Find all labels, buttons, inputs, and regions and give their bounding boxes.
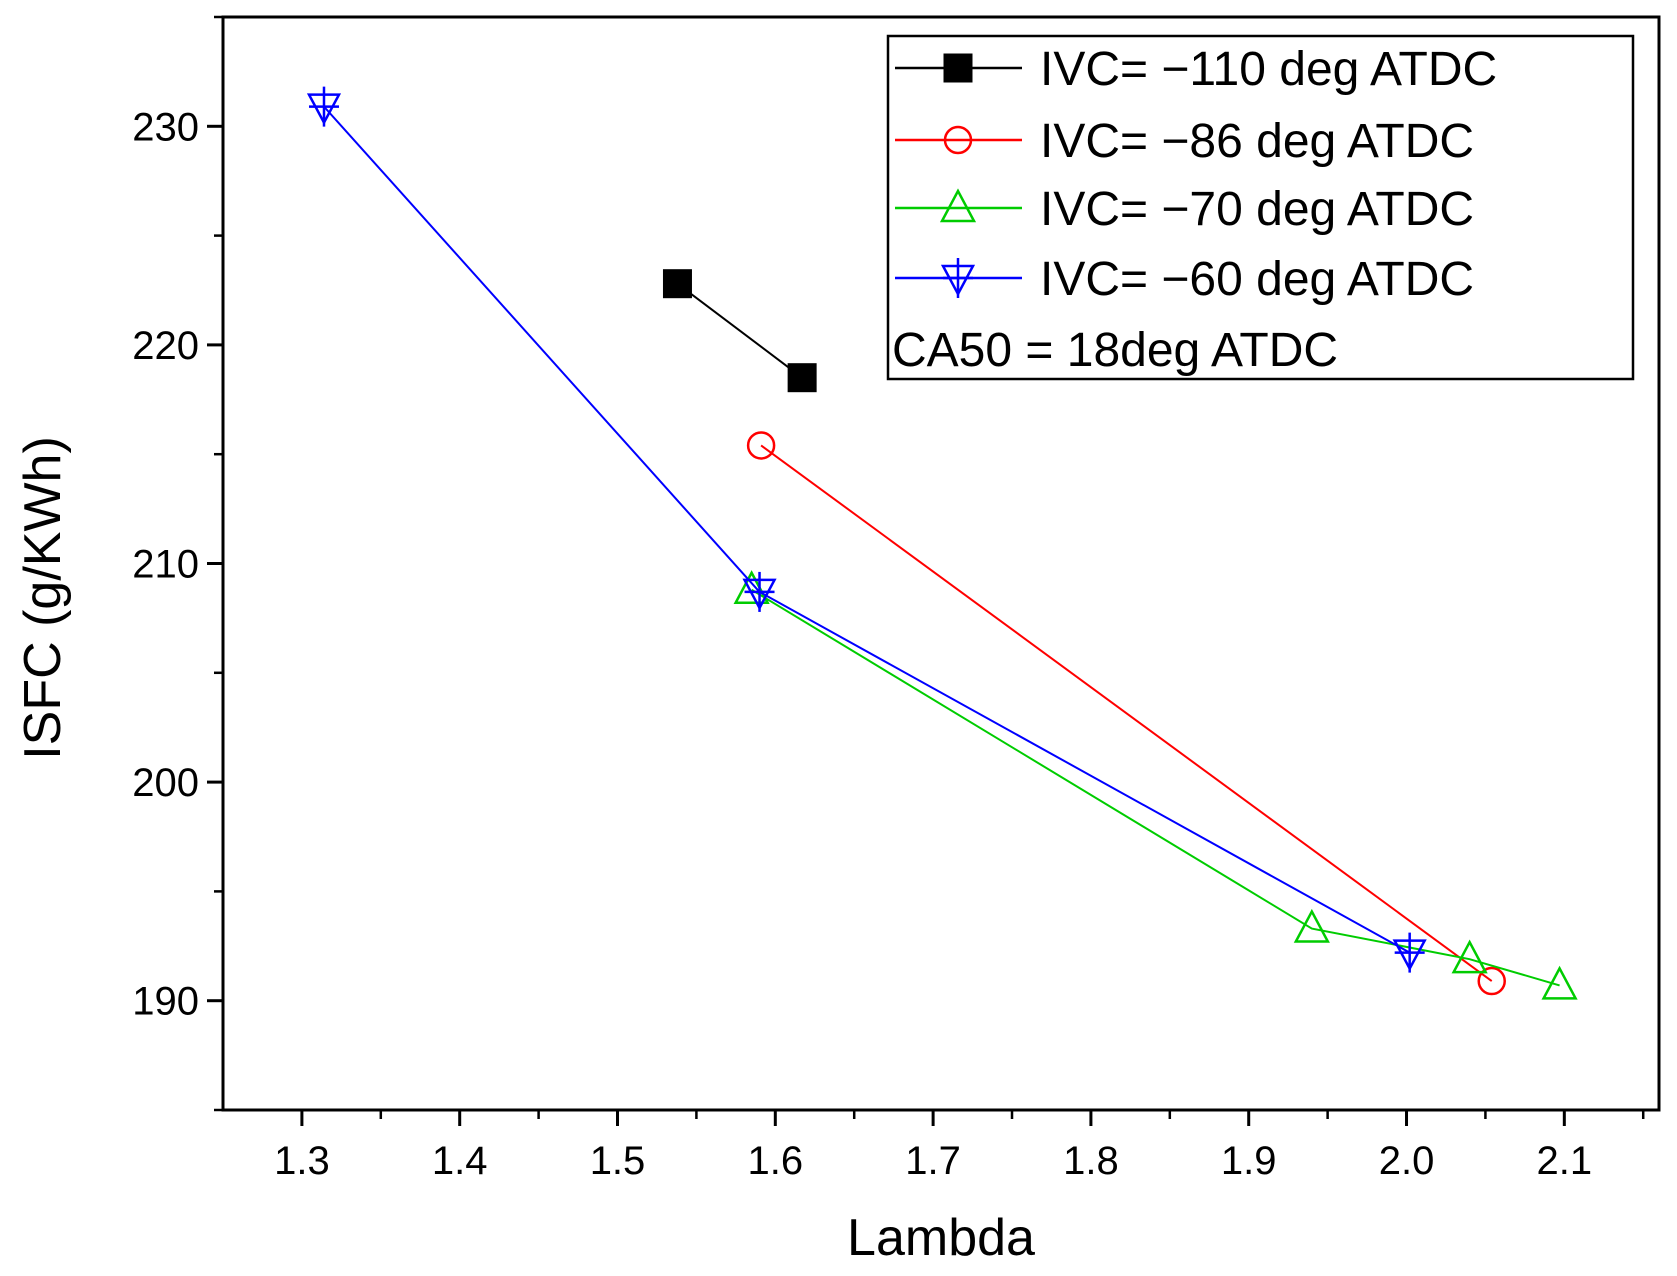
series-3-point [1541,965,1578,1000]
series-3-point [733,570,770,604]
x-axis-title: Lambda [847,1209,1035,1267]
x-tick-label: 2.1 [1537,1139,1593,1183]
legend-marker [943,125,973,155]
legend-label: IVC= −70 deg ATDC [1040,183,1474,236]
y-tick-label: 230 [132,105,199,149]
legend-label: IVC= −110 deg ATDC [1040,43,1497,96]
series-3-point [1293,908,1330,943]
x-tick-label: 1.9 [1221,1139,1277,1183]
legend-entry-3: IVC= −70 deg ATDC [895,183,1474,236]
series-1-point [662,269,692,299]
x-tick-label: 1.5 [590,1139,646,1183]
legend-marker [939,188,977,223]
series-layer [306,86,1578,1000]
series-1-point [787,363,817,393]
series-4-point [1392,932,1427,973]
legend-entry-4: IVC= −60 deg ATDC [895,253,1474,306]
y-axis-ticks: 190 200 210 220 230 [132,15,223,1112]
y-tick-label: 210 [132,543,199,587]
series-1 [662,269,817,393]
x-tick-label: 1.7 [905,1139,961,1183]
legend-entry-2: IVC= −86 deg ATDC [895,115,1474,168]
series-3-point [1451,939,1488,974]
legend-note: CA50 = 18deg ATDC [892,324,1338,377]
series-4-point [742,571,777,612]
legend-label: IVC= −60 deg ATDC [1040,253,1474,306]
series-2-line [760,444,1493,982]
y-tick-label: 220 [132,324,199,368]
x-tick-label: 2.0 [1379,1139,1435,1183]
series-3-line [751,588,1560,987]
legend: CA50 = 18deg ATDC IVC= −110 deg ATDC IVC=… [886,34,1635,381]
series-2-point [746,431,776,460]
x-tick-label: 1.6 [748,1139,804,1183]
y-axis-title: ISFC (g/KWh) [14,436,72,760]
y-tick-label: 190 [132,980,199,1024]
x-tick-label: 1.4 [432,1139,488,1183]
series-4-point [306,86,342,127]
x-tick-label: 1.8 [1063,1139,1119,1183]
series-2-point [1477,966,1506,996]
legend-label: IVC= −86 deg ATDC [1040,115,1474,168]
legend-marker [940,258,976,298]
x-tick-label: 1.3 [274,1139,330,1183]
series-1-line [676,282,803,379]
series-4 [306,86,1427,973]
legend-entry-1: IVC= −110 deg ATDC [895,43,1497,96]
x-axis-ticks: 1.3 1.4 1.5 1.6 1.7 1.8 1.9 2.0 2.1 [274,1110,1645,1183]
y-tick-label: 200 [132,761,199,805]
series-3 [733,570,1578,1000]
legend-marker [943,53,973,83]
series-2 [746,431,1506,996]
